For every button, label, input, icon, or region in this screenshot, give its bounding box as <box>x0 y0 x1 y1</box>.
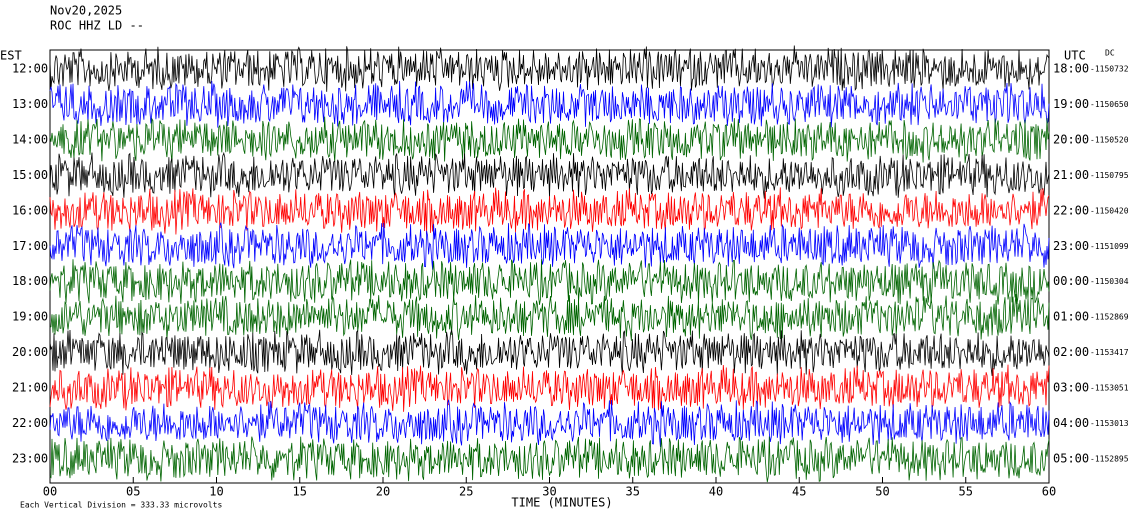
trace <box>49 80 1050 128</box>
local-time-label: 17:00 <box>12 239 48 253</box>
offset-label: -1153417 <box>1090 348 1129 357</box>
utc-time-label: 03:00 <box>1053 381 1089 395</box>
left-axis-label: EST <box>0 49 22 63</box>
utc-time-label: 04:00 <box>1053 416 1089 430</box>
x-tick-label: 10 <box>209 485 223 499</box>
utc-time-label: 00:00 <box>1053 274 1089 288</box>
x-tick-label: 40 <box>709 485 723 499</box>
local-time-label: 13:00 <box>12 97 48 111</box>
x-tick-label: 45 <box>792 485 806 499</box>
x-tick-label: 50 <box>875 485 889 499</box>
offset-label: -1152895 <box>1090 454 1129 463</box>
trace <box>49 293 1050 341</box>
station: ROC HHZ LD -- <box>50 19 144 33</box>
offset-label: -1153013 <box>1090 419 1129 428</box>
trace <box>49 116 1050 163</box>
local-time-label: 23:00 <box>12 451 48 465</box>
local-time-label: 18:00 <box>12 274 48 288</box>
offset-label: -1151099 <box>1090 242 1129 251</box>
utc-time-label: 22:00 <box>1053 203 1089 217</box>
utc-time-label: 21:00 <box>1053 168 1089 182</box>
offset-label: -1153051 <box>1090 384 1129 393</box>
local-time-label: 20:00 <box>12 345 48 359</box>
local-time-label: 22:00 <box>12 416 48 430</box>
local-time-label: 14:00 <box>12 132 48 146</box>
offset-label: -1150420 <box>1090 206 1129 215</box>
offset-label: -1150650 <box>1090 100 1129 109</box>
x-tick-label: 20 <box>376 485 390 499</box>
x-tick-label: 25 <box>459 485 473 499</box>
offset-label: -1150732 <box>1090 65 1129 74</box>
x-tick-label: 55 <box>959 485 973 499</box>
offset-label: -1150795 <box>1090 171 1129 180</box>
x-axis-label: TIME (MINUTES) <box>511 496 612 510</box>
utc-time-label: 20:00 <box>1053 132 1089 146</box>
utc-time-label: 23:00 <box>1053 239 1089 253</box>
scale-note: Each Vertical Division = 333.33 microvol… <box>20 501 222 510</box>
trace <box>49 151 1050 199</box>
offset-label: -1152869 <box>1090 313 1129 322</box>
local-time-label: 12:00 <box>12 62 48 76</box>
local-time-label: 21:00 <box>12 381 48 395</box>
x-tick-label: 05 <box>126 485 140 499</box>
x-tick-label: 35 <box>626 485 640 499</box>
x-tick-label: 60 <box>1042 485 1056 499</box>
trace <box>49 399 1050 448</box>
utc-time-label: 05:00 <box>1053 451 1089 465</box>
utc-time-label: 19:00 <box>1053 97 1089 111</box>
trace <box>49 222 1050 270</box>
right-corner-label: DC <box>1105 49 1115 58</box>
title: Nov20,2025 <box>50 4 122 18</box>
trace <box>49 259 1050 305</box>
trace <box>49 187 1050 235</box>
local-time-label: 19:00 <box>12 310 48 324</box>
offset-label: -1150304 <box>1090 277 1129 286</box>
local-time-label: 15:00 <box>12 168 48 182</box>
x-tick-label: 30 <box>542 485 556 499</box>
x-tick-label: 00 <box>43 485 57 499</box>
offset-label: -1150520 <box>1090 135 1129 144</box>
utc-time-label: 01:00 <box>1053 310 1089 324</box>
trace <box>49 364 1050 412</box>
utc-time-label: 02:00 <box>1053 345 1089 359</box>
x-tick-label: 15 <box>293 485 307 499</box>
utc-time-label: 18:00 <box>1053 62 1089 76</box>
trace <box>49 436 1050 483</box>
trace <box>49 45 1050 92</box>
right-axis-label: UTC <box>1064 49 1086 63</box>
local-time-label: 16:00 <box>12 203 48 217</box>
trace <box>49 329 1050 376</box>
traces <box>49 45 1050 483</box>
